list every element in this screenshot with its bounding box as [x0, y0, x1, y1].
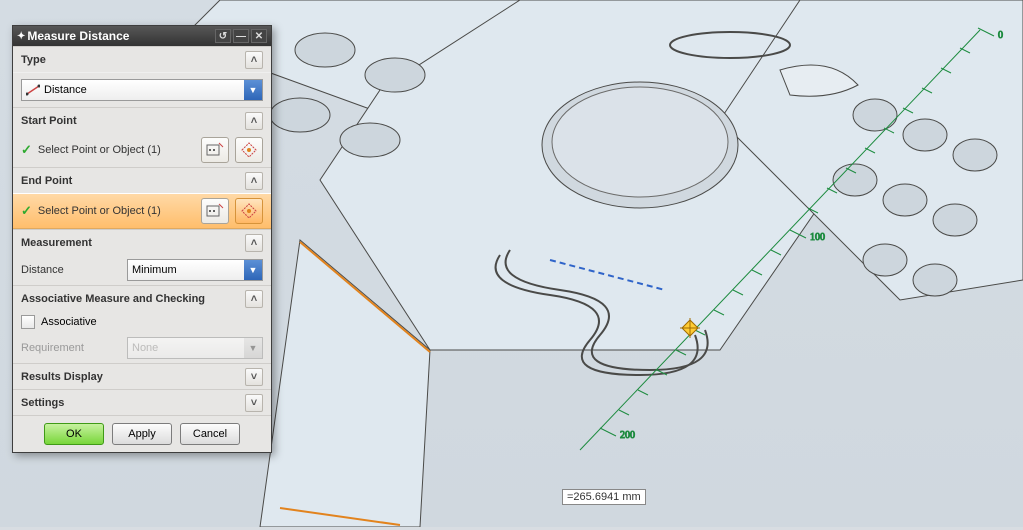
associative-label: Associative — [41, 316, 97, 328]
dropdown-arrow-icon[interactable]: ▼ — [244, 80, 262, 100]
distance-icon — [26, 83, 40, 97]
distance-field-row: Distance Minimum ▼ — [13, 255, 271, 285]
requirement-label: Requirement — [21, 342, 121, 354]
section-label: Associative Measure and Checking — [21, 293, 245, 305]
check-icon: ✓ — [21, 203, 32, 219]
measurement-readout: =265.6941 mm — [562, 489, 646, 505]
end-point-label: Select Point or Object (1) — [38, 205, 195, 217]
requirement-dropdown: None ▼ — [127, 337, 263, 359]
section-results-header[interactable]: Results Display ˅ — [13, 363, 271, 389]
section-label: End Point — [21, 175, 245, 187]
section-label: Results Display — [21, 371, 245, 383]
snap-point-button[interactable] — [235, 137, 263, 163]
section-label: Start Point — [21, 115, 245, 127]
section-start-header[interactable]: Start Point ˄ — [13, 107, 271, 133]
ruler-tick-label: 100 — [810, 232, 825, 243]
section-end-header[interactable]: End Point ˄ — [13, 167, 271, 193]
section-label: Settings — [21, 397, 245, 409]
section-type-header[interactable]: Type ˄ — [13, 46, 271, 72]
start-point-row[interactable]: ✓ Select Point or Object (1) — [13, 133, 271, 167]
chevron-down-icon[interactable]: ˅ — [245, 368, 263, 386]
associative-checkbox[interactable] — [21, 315, 35, 329]
dialog-title: Measure Distance — [25, 29, 213, 43]
ruler-tick-label: 0 — [998, 30, 1003, 41]
dropdown-arrow-icon[interactable]: ▼ — [244, 260, 262, 280]
requirement-field-row: Requirement None ▼ — [13, 333, 271, 363]
minimize-icon[interactable]: — — [233, 29, 249, 43]
point-dialog-button[interactable] — [201, 137, 229, 163]
chevron-up-icon[interactable]: ˄ — [245, 51, 263, 69]
distance-mode-value: Minimum — [132, 264, 177, 276]
reset-icon[interactable]: ↺ — [215, 29, 231, 43]
chevron-up-icon[interactable]: ˄ — [245, 234, 263, 252]
apply-button[interactable]: Apply — [112, 423, 172, 445]
snap-point-button[interactable] — [235, 198, 263, 224]
close-icon[interactable]: ✕ — [251, 29, 267, 43]
section-measurement-header[interactable]: Measurement ˄ — [13, 229, 271, 255]
dropdown-arrow-icon: ▼ — [244, 338, 262, 358]
check-icon: ✓ — [21, 142, 32, 158]
requirement-value: None — [132, 342, 158, 354]
section-assoc-header[interactable]: Associative Measure and Checking ˄ — [13, 285, 271, 311]
type-value: Distance — [44, 84, 87, 96]
dialog-button-row: OK Apply Cancel — [13, 415, 271, 452]
chevron-up-icon[interactable]: ˄ — [245, 290, 263, 308]
chevron-up-icon[interactable]: ˄ — [245, 112, 263, 130]
dialog-titlebar[interactable]: ✦ Measure Distance ↺ — ✕ — [13, 26, 271, 46]
ruler-tick-label: 200 — [620, 430, 635, 441]
point-dialog-button[interactable] — [201, 198, 229, 224]
ok-button[interactable]: OK — [44, 423, 104, 445]
pin-icon[interactable]: ✦ — [17, 31, 25, 42]
measure-distance-dialog: ✦ Measure Distance ↺ — ✕ Type ˄ Distance… — [12, 25, 272, 453]
distance-mode-dropdown[interactable]: Minimum ▼ — [127, 259, 263, 281]
section-label: Type — [21, 54, 245, 66]
chevron-up-icon[interactable]: ˄ — [245, 172, 263, 190]
chevron-down-icon[interactable]: ˅ — [245, 394, 263, 412]
cancel-button[interactable]: Cancel — [180, 423, 240, 445]
section-label: Measurement — [21, 237, 245, 249]
type-dropdown[interactable]: Distance ▼ — [21, 79, 263, 101]
start-point-label: Select Point or Object (1) — [38, 144, 195, 156]
section-settings-header[interactable]: Settings ˅ — [13, 389, 271, 415]
section-type-body: Distance ▼ — [13, 72, 271, 107]
distance-field-label: Distance — [21, 264, 121, 276]
end-point-row[interactable]: ✓ Select Point or Object (1) — [13, 193, 271, 229]
associative-checkbox-row[interactable]: Associative — [13, 311, 271, 333]
